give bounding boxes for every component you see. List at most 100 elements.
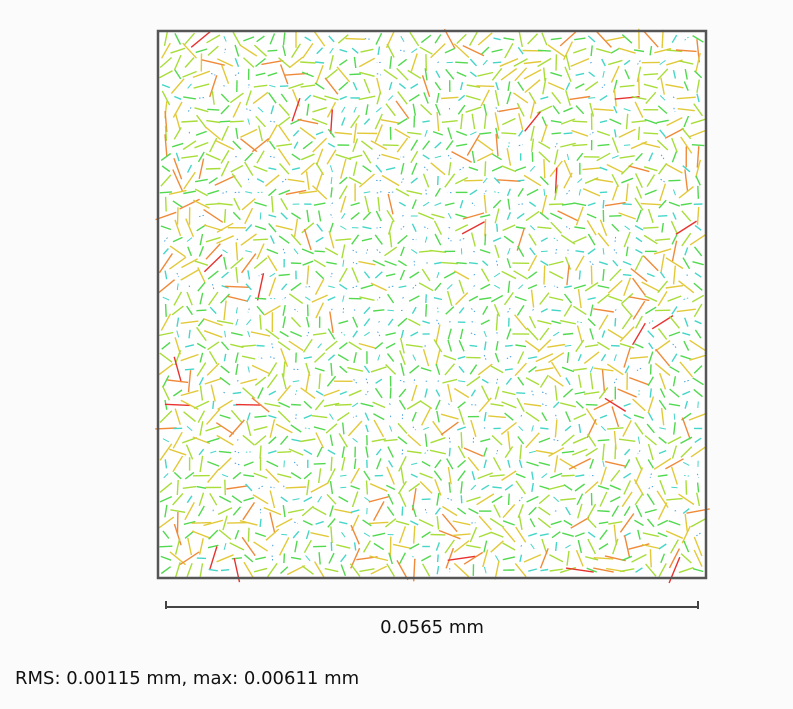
displacement-vector [530, 543, 535, 550]
displacement-vector [305, 555, 311, 562]
displacement-vector [455, 61, 468, 64]
displacement-vector [540, 308, 548, 313]
displacement-vector [539, 374, 549, 388]
displacement-vector [659, 183, 667, 202]
displacement-vector [621, 177, 634, 184]
displacement-vector [666, 497, 683, 501]
displacement-vector [637, 529, 641, 540]
displacement-vector [285, 189, 307, 195]
displacement-vector [383, 438, 398, 442]
displacement-vector [267, 562, 278, 578]
displacement-vector [506, 188, 511, 197]
displacement-vector [313, 426, 326, 431]
displacement-vector [492, 199, 502, 209]
displacement-vector [164, 504, 168, 518]
displacement-vector [693, 536, 703, 557]
displacement-vector [220, 160, 230, 177]
displacement-vector [539, 292, 550, 305]
displacement-vector [339, 48, 348, 53]
displacement-vector [502, 224, 516, 232]
displacement-vector [671, 137, 678, 153]
displacement-vector [526, 495, 539, 503]
displacement-vector [648, 485, 654, 490]
displacement-vector [646, 423, 655, 434]
displacement-vector [492, 237, 502, 242]
displacement-vector [667, 436, 682, 445]
displacement-vector [516, 397, 525, 413]
displacement-vector [611, 184, 619, 201]
displacement-vector [495, 107, 499, 113]
displacement-vector [232, 140, 242, 150]
displacement-vector [483, 103, 488, 116]
displacement-vector [329, 413, 334, 420]
displacement-vector [620, 162, 634, 175]
displacement-vector [423, 449, 429, 455]
displacement-vector [191, 521, 212, 524]
displacement-vector [283, 460, 285, 468]
displacement-vector [413, 379, 416, 384]
scale-bar-label: 0.0565 mm [380, 617, 484, 638]
displacement-vector [170, 78, 185, 94]
displacement-vector [310, 482, 329, 493]
displacement-vector [224, 285, 250, 288]
displacement-vector [656, 119, 669, 124]
displacement-vector [612, 259, 619, 267]
displacement-vector [527, 271, 538, 279]
displacement-vector [254, 532, 267, 538]
displacement-vector [335, 238, 352, 241]
displacement-vector [330, 187, 333, 198]
displacement-vector [623, 535, 631, 558]
displacement-vector [341, 244, 346, 259]
displacement-vector [477, 71, 494, 77]
displacement-vector [523, 553, 542, 563]
displacement-vector [647, 330, 655, 338]
displacement-vector [186, 237, 193, 242]
displacement-vector [376, 227, 382, 229]
displacement-vector [444, 539, 455, 554]
displacement-vector [247, 118, 251, 125]
displacement-vector [269, 33, 276, 45]
displacement-vector [637, 450, 641, 454]
displacement-vector [619, 326, 635, 342]
displacement-vector [243, 474, 255, 478]
displacement-vector [502, 526, 516, 543]
displacement-vector [490, 531, 504, 538]
displacement-vector [410, 473, 418, 478]
displacement-vector [184, 501, 195, 521]
displacement-vector [565, 411, 571, 423]
displacement-vector [399, 49, 405, 52]
displacement-vector [254, 201, 267, 207]
displacement-vector [240, 44, 258, 57]
displacement-vector [444, 202, 455, 206]
displacement-vector [352, 285, 358, 289]
displacement-vector [216, 222, 234, 233]
displacement-vector [618, 438, 636, 442]
displacement-vector [290, 556, 302, 560]
displacement-vector [514, 562, 527, 578]
displacement-vector [220, 341, 230, 351]
displacement-vector [624, 365, 630, 374]
displacement-vector [303, 471, 312, 480]
displacement-vector [514, 362, 527, 377]
displacement-vector [188, 285, 191, 289]
displacement-vector [645, 91, 657, 105]
displacement-vector [607, 427, 624, 430]
displacement-vector [254, 435, 267, 446]
displacement-vector [541, 538, 548, 555]
displacement-vector [447, 191, 452, 194]
displacement-vector [282, 361, 286, 378]
displacement-vector [491, 48, 503, 53]
displacement-vector [277, 473, 292, 479]
displacement-vector [529, 100, 536, 119]
displacement-vector [209, 492, 218, 506]
displacement-vector [527, 356, 538, 360]
displacement-vector [329, 47, 334, 54]
displacement-vector [447, 339, 453, 352]
displacement-vector [526, 461, 539, 467]
displacement-vector [694, 70, 703, 79]
displacement-vector [658, 436, 667, 444]
displacement-vector [593, 108, 614, 112]
displacement-vector [658, 162, 668, 175]
displacement-vector [531, 482, 534, 493]
displacement-vector [381, 174, 400, 187]
